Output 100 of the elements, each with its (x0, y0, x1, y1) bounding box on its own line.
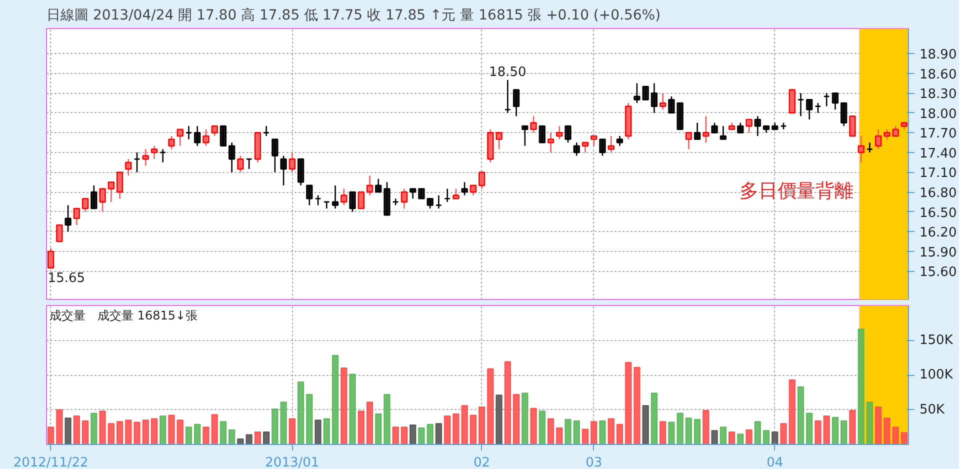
candlestick (56, 224, 63, 242)
candlestick (504, 79, 511, 114)
candlestick (478, 172, 486, 190)
bar (314, 420, 322, 444)
candlestick (634, 82, 640, 104)
candlestick (237, 155, 244, 173)
candlestick (720, 125, 726, 140)
y-tick-label: 18.90 (920, 48, 957, 63)
bar (478, 406, 486, 444)
bar (556, 427, 563, 444)
bar (176, 420, 184, 444)
bar (384, 394, 390, 444)
candlestick (685, 132, 692, 150)
annotation: 多日價量背離 (739, 180, 854, 202)
bar (582, 428, 589, 444)
bar (590, 421, 598, 444)
bar (263, 431, 270, 444)
candlestick (220, 125, 227, 147)
bar (522, 392, 528, 444)
candlestick (435, 194, 442, 210)
bar (392, 426, 399, 444)
bar (160, 416, 166, 444)
bar (280, 402, 287, 444)
candlestick (461, 181, 468, 196)
bar (823, 416, 830, 444)
bar (720, 426, 726, 444)
candlestick (340, 188, 348, 206)
candlestick (711, 122, 718, 134)
bar (832, 416, 839, 444)
candlestick (116, 172, 124, 200)
candlestick (228, 142, 236, 173)
candlestick (470, 184, 477, 196)
bar (116, 421, 124, 444)
candlestick (108, 181, 114, 203)
candlestick (875, 128, 882, 150)
candlestick (90, 184, 98, 210)
bar (487, 368, 494, 444)
candlestick (530, 116, 537, 134)
bar (194, 424, 201, 444)
annotation: 18.50 (489, 64, 526, 80)
candlestick (452, 188, 460, 200)
x-tick-label: 02 (474, 456, 490, 469)
y-tick-label: 17.40 (920, 146, 957, 162)
candlestick (737, 122, 744, 134)
bar (410, 424, 416, 444)
bar (676, 412, 684, 444)
candlestick (410, 188, 416, 200)
bar (366, 402, 374, 444)
candlestick (400, 188, 408, 210)
bar (634, 366, 640, 444)
candlestick (211, 125, 218, 137)
y-tick-label: 16.80 (920, 186, 957, 202)
candlestick (694, 122, 701, 140)
bar (564, 418, 572, 444)
candlestick (702, 116, 710, 144)
candlestick (306, 184, 313, 206)
candlestick (564, 125, 572, 144)
bar (711, 430, 718, 444)
bar (547, 418, 554, 444)
candlestick (168, 135, 175, 150)
bar (375, 413, 382, 444)
candlestick (608, 135, 614, 154)
bar (90, 412, 98, 444)
candlestick (288, 152, 296, 173)
candlestick (797, 92, 804, 117)
bar (892, 426, 899, 444)
bar (573, 420, 580, 444)
candlestick (512, 89, 520, 117)
candlestick (522, 125, 528, 147)
y-tick-label: 150K (920, 332, 954, 348)
bar (504, 361, 511, 444)
bar (884, 418, 890, 444)
bar (660, 421, 666, 444)
candlestick (660, 92, 666, 110)
y-tick-label: 50K (920, 402, 946, 418)
candlestick (849, 116, 856, 137)
bar (418, 427, 425, 444)
bar (668, 422, 675, 444)
candlestick (297, 158, 304, 186)
bar (538, 410, 546, 444)
bar (185, 426, 192, 444)
bar (762, 430, 770, 444)
candlestick (332, 184, 339, 210)
bar (323, 418, 330, 444)
bar (142, 420, 149, 444)
bar (840, 420, 848, 444)
bar (608, 418, 614, 444)
x-tick-label: 03 (586, 456, 602, 469)
bar (530, 408, 537, 444)
candlestick (866, 142, 874, 154)
candlestick (418, 188, 425, 200)
candlestick (858, 135, 864, 163)
y-tick-label: 15.90 (920, 245, 957, 260)
bar (246, 434, 252, 444)
candlestick (547, 132, 554, 154)
bar (814, 420, 822, 444)
bar (202, 426, 210, 444)
bar (806, 412, 813, 444)
y-tick-label: 18.60 (920, 67, 957, 82)
chart-title: 日線圖 2013/04/24 開 17.80 高 17.85 低 17.75 收 17.85 ↑元 量 16815 張 +0.10 (+0.56%) (46, 8, 661, 24)
